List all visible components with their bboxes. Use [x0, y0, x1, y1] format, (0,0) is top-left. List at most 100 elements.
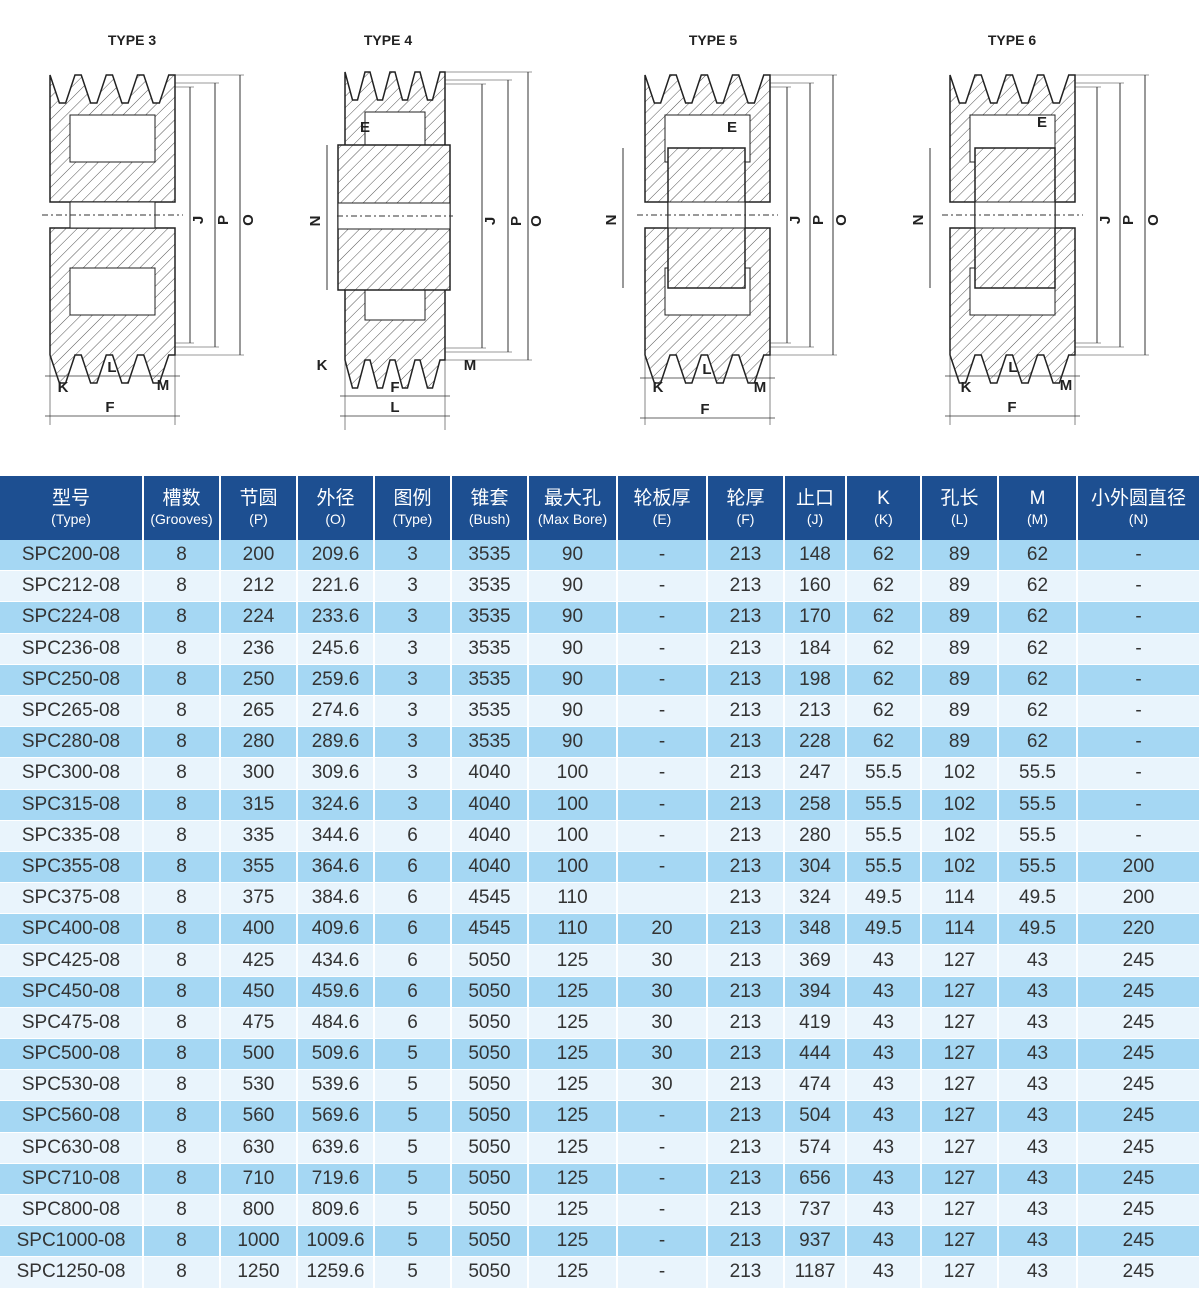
table-cell: 8: [143, 1163, 221, 1195]
table-cell: 213: [707, 1007, 785, 1040]
table-cell: 394: [784, 976, 847, 1008]
table-cell: 8: [143, 1225, 221, 1258]
table-cell: -: [617, 1132, 708, 1164]
table-row: SPC250-08 8 250 259.6 3 3535 90-213 198 62 89 62-: [0, 664, 1200, 696]
table-cell: SPC400-08: [0, 913, 144, 946]
table-cell: -: [617, 1100, 708, 1133]
dimension-label: K: [317, 357, 328, 374]
dimension-label: N: [307, 216, 324, 227]
table-cell: 43: [846, 1100, 922, 1133]
dimension-label: M: [1060, 377, 1073, 394]
column-header-en: (Max Bore): [537, 511, 608, 528]
dimension-label: M: [464, 357, 477, 374]
table-cell: 224: [220, 601, 298, 634]
table-cell: 125: [528, 1132, 618, 1164]
table-cell: 127: [921, 976, 999, 1008]
table-cell: 213: [707, 570, 785, 603]
column-header-zh: 孔长: [940, 488, 979, 510]
table-cell: 43: [998, 1163, 1078, 1195]
table-cell: 43: [998, 976, 1078, 1008]
table-cell: 43: [846, 1007, 922, 1040]
table-cell: 265: [220, 695, 298, 728]
column-header-zh: 锥套: [470, 488, 509, 510]
table-cell: 100: [528, 789, 618, 821]
table-cell: 125: [528, 1163, 618, 1195]
table-cell: 62: [846, 601, 922, 634]
table-cell: 8: [143, 882, 221, 915]
table-cell: 504: [784, 1100, 847, 1133]
table-cell: 20: [617, 913, 708, 946]
table-cell: 170: [784, 601, 847, 634]
table-cell: 55.5: [846, 851, 922, 884]
table-cell: -: [617, 601, 708, 634]
table-cell: 30: [617, 1069, 708, 1102]
table-cell: 43: [998, 1132, 1078, 1164]
column-header: 图例 (Type): [374, 476, 452, 540]
table-cell: 8: [143, 1069, 221, 1102]
table-cell: -: [617, 1163, 708, 1195]
column-header-zh: 外径: [316, 488, 355, 510]
table-cell: 4040: [451, 851, 529, 884]
pulley-diagram-type-3: TYPE 3 J P O K L M F: [42, 32, 257, 425]
pulley-diagram-type-5: TYPE 5 J P O N E K L M F: [603, 32, 850, 425]
table-row: SPC530-08 8 530 539.6 5 5050 125 30 213 474 43 127 4…: [0, 1069, 1200, 1102]
table-cell: 114: [921, 882, 999, 915]
table-cell: 425: [220, 944, 298, 977]
table-cell: SPC355-08: [0, 851, 144, 884]
table-cell: 213: [707, 633, 785, 665]
table-cell: 62: [998, 664, 1078, 696]
table-cell: 127: [921, 944, 999, 977]
table-cell: 639.6: [297, 1132, 375, 1164]
table-cell: SPC500-08: [0, 1038, 144, 1071]
table-cell: 3535: [451, 664, 529, 696]
column-header-zh: 型号: [51, 488, 90, 510]
table-cell: 90: [528, 633, 618, 665]
table-cell: 90: [528, 695, 618, 728]
table-cell: 213: [707, 1038, 785, 1071]
table-cell: 8: [143, 976, 221, 1008]
table-cell: -: [1077, 633, 1200, 665]
table-cell: 8: [143, 851, 221, 884]
table-cell: 127: [921, 1256, 999, 1289]
table-cell: 1250: [220, 1256, 298, 1289]
table-cell: 280: [220, 726, 298, 759]
table-cell: SPC530-08: [0, 1069, 144, 1102]
table-cell: 4040: [451, 789, 529, 821]
dimension-label: J: [1097, 216, 1114, 224]
table-cell: SPC300-08: [0, 757, 144, 790]
table-cell: 213: [784, 695, 847, 728]
table-cell: 3: [374, 695, 452, 728]
table-cell: 213: [707, 820, 785, 852]
table-cell: 5050: [451, 1256, 529, 1289]
table-cell: 384.6: [297, 882, 375, 915]
column-header-en: (K): [874, 511, 893, 528]
table-cell: 62: [998, 726, 1078, 759]
table-cell: 4040: [451, 820, 529, 852]
table-cell: 55.5: [998, 789, 1078, 821]
table-cell: 62: [998, 601, 1078, 634]
table-cell: SPC280-08: [0, 726, 144, 759]
table-cell: 245: [1077, 1132, 1200, 1164]
column-header-zh: M: [1029, 488, 1046, 510]
pulley-diagram-type-6: TYPE 6 J P O N E K L M F: [910, 32, 1162, 425]
column-header-zh: 最大孔: [543, 488, 601, 510]
table-cell: -: [617, 664, 708, 696]
table-cell: 3: [374, 601, 452, 634]
table-cell: 213: [707, 540, 785, 572]
table-cell: 8: [143, 913, 221, 946]
table-cell: 125: [528, 1225, 618, 1258]
table-cell: 213: [707, 851, 785, 884]
table-cell: 30: [617, 1007, 708, 1040]
table-row: SPC800-08 8 800 809.6 5 5050 125-213 737 43 127 43…: [0, 1194, 1200, 1227]
pulley-spec-table: 型号 (Type) 槽数 (Grooves) 节圆 (P) 外径 (O) 图例 (Type) 锥套(…: [0, 476, 1200, 1289]
table-cell: 213: [707, 913, 785, 946]
diagram-title: TYPE 6: [988, 32, 1036, 48]
table-cell: 125: [528, 1038, 618, 1071]
table-cell: 375: [220, 882, 298, 915]
table-cell: -: [1077, 601, 1200, 634]
table-cell: 89: [921, 540, 999, 572]
table-cell: 200: [220, 540, 298, 572]
table-cell: 5050: [451, 944, 529, 977]
table-cell: 213: [707, 757, 785, 790]
table-cell: 89: [921, 570, 999, 603]
